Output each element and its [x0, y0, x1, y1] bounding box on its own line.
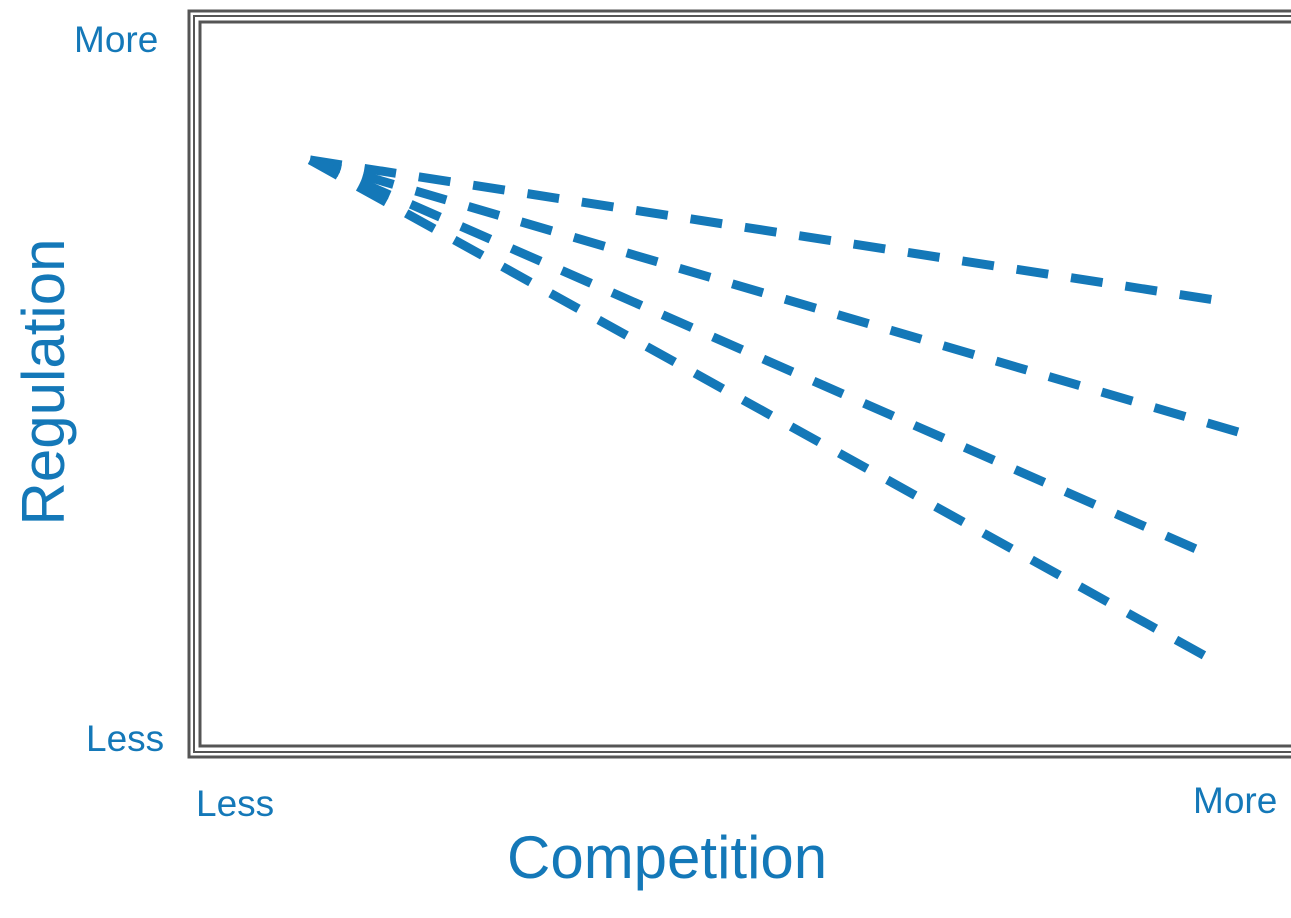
plot-frame	[187, 9, 1291, 759]
dashed-line-fan	[307, 155, 1240, 661]
x-axis-left-label: Less	[196, 783, 275, 824]
dashed-line-1	[309, 155, 1229, 307]
frame-middle	[193, 15, 1291, 753]
y-axis-bottom-label: Less	[86, 718, 165, 759]
frame-outer	[187, 9, 1291, 759]
y-axis-top-label: More	[74, 19, 159, 60]
dashed-line-2	[308, 155, 1240, 437]
frame-inner	[198, 20, 1291, 748]
dashed-line-4	[307, 156, 1210, 661]
x-axis-title: Competition	[507, 824, 828, 891]
x-axis-right-label: More	[1193, 780, 1278, 821]
dashed-line-3	[308, 155, 1214, 561]
